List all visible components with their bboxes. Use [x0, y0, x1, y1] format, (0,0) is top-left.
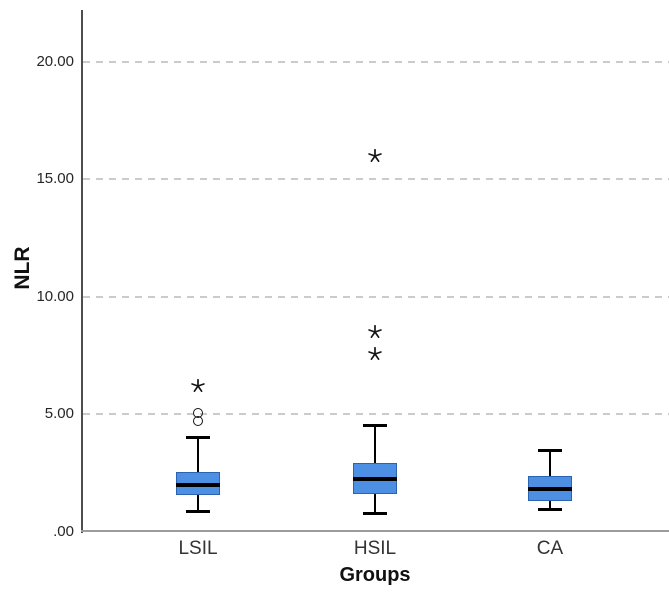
y-tick-label: .00 [53, 522, 74, 540]
x-tick-label: HSIL [353, 538, 397, 559]
y-tick-label: 20.00 [36, 52, 74, 70]
whisker-cap-low [538, 507, 562, 511]
x-tick-label: LSIL [178, 538, 218, 559]
gridline-15 [83, 178, 669, 180]
whisker-cap-high [538, 448, 562, 452]
extreme-star [191, 378, 205, 393]
extreme-star [368, 148, 382, 163]
median-line [176, 482, 220, 487]
whisker-cap-high [363, 424, 387, 428]
gridline-10 [83, 295, 669, 298]
x-tick-label: CA [536, 538, 564, 559]
whisker-cap-low [186, 510, 210, 514]
x-axis-title: Groups [339, 564, 411, 586]
gridline-20 [83, 60, 669, 63]
outlier-circle [193, 407, 203, 418]
y-tick-label: 5.00 [44, 405, 74, 422]
whisker-cap-low [363, 512, 387, 516]
x-axis-line [81, 530, 669, 532]
gridline-5 [83, 413, 669, 415]
y-tick-label: 15.00 [36, 170, 74, 187]
y-tick-label: 10.00 [36, 287, 74, 305]
median-line [528, 487, 572, 492]
extreme-star [368, 347, 382, 361]
median-line [353, 476, 397, 481]
y-axis-line [81, 10, 83, 533]
whisker-cap-high [186, 436, 210, 439]
extreme-star [368, 324, 382, 339]
